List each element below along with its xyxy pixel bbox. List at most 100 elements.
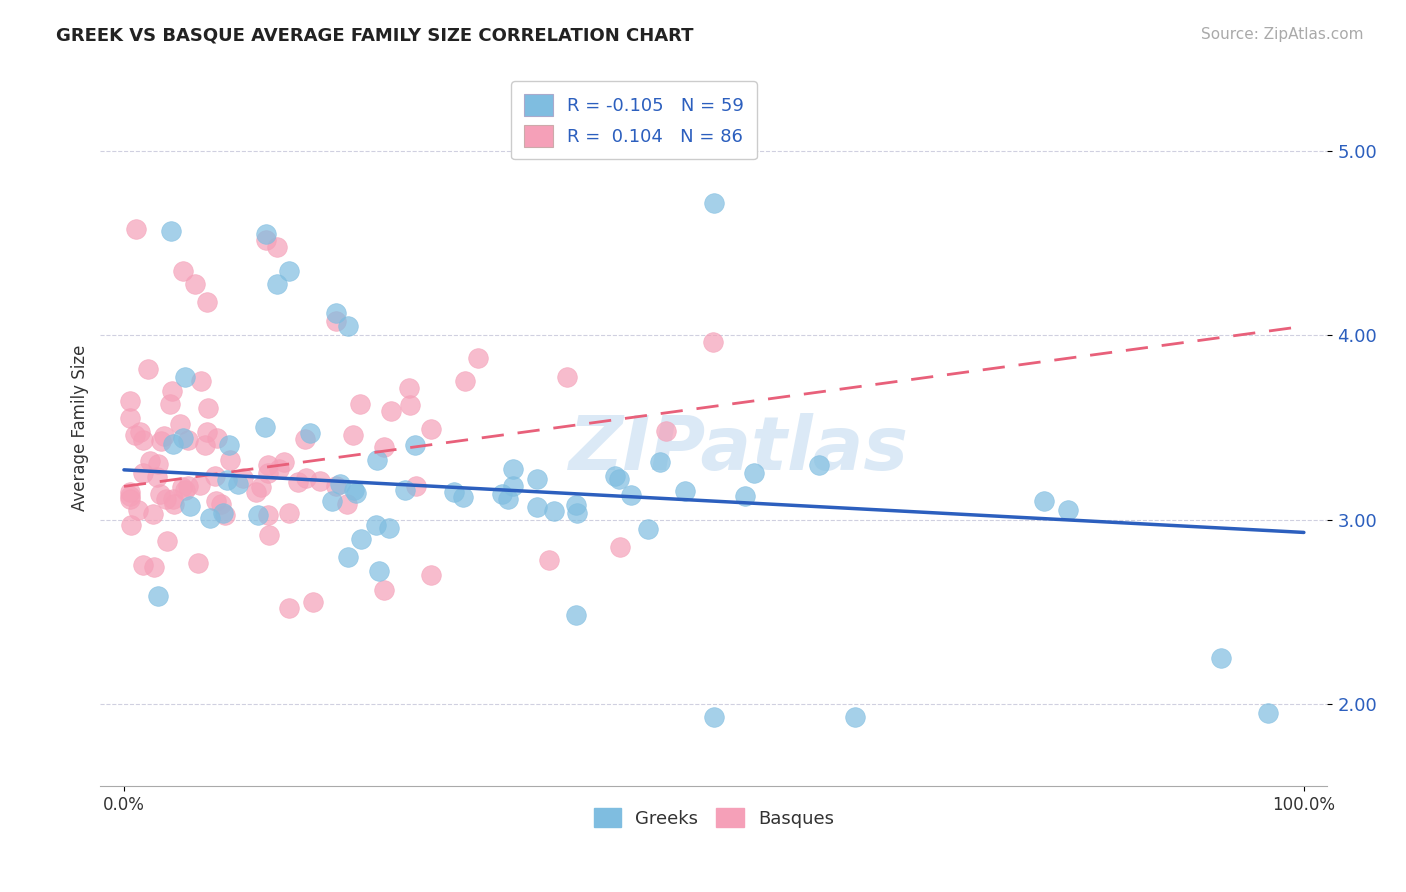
Point	[294, 433, 316, 447]
Point	[169, 417, 191, 431]
Point	[195, 425, 218, 439]
Point	[266, 277, 288, 291]
Point	[565, 607, 588, 622]
Point	[325, 306, 347, 320]
Point	[808, 458, 831, 473]
Point	[254, 227, 277, 242]
Point	[366, 453, 388, 467]
Point	[342, 428, 364, 442]
Point	[453, 374, 475, 388]
Point	[380, 404, 402, 418]
Point	[132, 433, 155, 447]
Point	[125, 221, 148, 235]
Point	[190, 375, 212, 389]
Point	[278, 264, 301, 278]
Point	[170, 480, 193, 494]
Point	[336, 497, 359, 511]
Point	[620, 488, 643, 502]
Point	[496, 491, 519, 506]
Point	[118, 489, 141, 503]
Point	[160, 384, 183, 399]
Point	[139, 454, 162, 468]
Point	[329, 476, 352, 491]
Point	[609, 540, 631, 554]
Point	[491, 486, 513, 500]
Point	[399, 398, 422, 412]
Point	[702, 334, 724, 349]
Point	[129, 425, 152, 439]
Point	[367, 564, 389, 578]
Point	[257, 466, 280, 480]
Point	[309, 474, 332, 488]
Point	[607, 472, 630, 486]
Point	[232, 471, 254, 485]
Point	[273, 455, 295, 469]
Point	[742, 466, 765, 480]
Point	[209, 497, 232, 511]
Point	[198, 511, 221, 525]
Point	[537, 553, 560, 567]
Point	[259, 528, 281, 542]
Point	[174, 483, 197, 497]
Point	[405, 479, 427, 493]
Point	[118, 485, 141, 500]
Point	[278, 601, 301, 615]
Point	[637, 522, 659, 536]
Point	[219, 452, 242, 467]
Point	[1033, 494, 1056, 508]
Point	[172, 431, 194, 445]
Point	[149, 434, 172, 448]
Point	[1057, 503, 1080, 517]
Point	[136, 361, 159, 376]
Point	[194, 438, 217, 452]
Point	[120, 410, 142, 425]
Point	[120, 517, 142, 532]
Point	[176, 479, 198, 493]
Point	[160, 223, 183, 237]
Point	[648, 455, 671, 469]
Point	[325, 314, 347, 328]
Point	[337, 319, 360, 334]
Point	[215, 473, 238, 487]
Point	[245, 484, 267, 499]
Point	[567, 507, 589, 521]
Point	[655, 424, 678, 438]
Point	[378, 521, 401, 535]
Point	[148, 590, 170, 604]
Point	[162, 497, 184, 511]
Point	[226, 477, 249, 491]
Point	[301, 595, 323, 609]
Point	[364, 517, 387, 532]
Point	[146, 457, 169, 471]
Point	[350, 532, 373, 546]
Point	[703, 709, 725, 723]
Point	[159, 397, 181, 411]
Point	[127, 503, 149, 517]
Point	[172, 264, 194, 278]
Point	[467, 351, 489, 366]
Point	[373, 582, 395, 597]
Point	[298, 425, 321, 440]
Text: GREEK VS BASQUE AVERAGE FAMILY SIZE CORRELATION CHART: GREEK VS BASQUE AVERAGE FAMILY SIZE CORR…	[56, 27, 693, 45]
Point	[565, 498, 588, 512]
Point	[149, 486, 172, 500]
Point	[155, 492, 177, 507]
Legend: Greeks, Basques: Greeks, Basques	[586, 801, 841, 835]
Point	[256, 458, 278, 472]
Point	[212, 506, 235, 520]
Point	[419, 567, 441, 582]
Point	[174, 370, 197, 384]
Point	[254, 420, 277, 434]
Point	[218, 438, 240, 452]
Point	[118, 393, 141, 408]
Point	[325, 479, 347, 493]
Point	[197, 401, 219, 415]
Text: Source: ZipAtlas.com: Source: ZipAtlas.com	[1201, 27, 1364, 42]
Point	[267, 462, 290, 476]
Point	[145, 470, 167, 484]
Point	[132, 558, 155, 573]
Point	[195, 295, 218, 310]
Point	[555, 370, 578, 384]
Point	[321, 493, 343, 508]
Point	[247, 508, 270, 522]
